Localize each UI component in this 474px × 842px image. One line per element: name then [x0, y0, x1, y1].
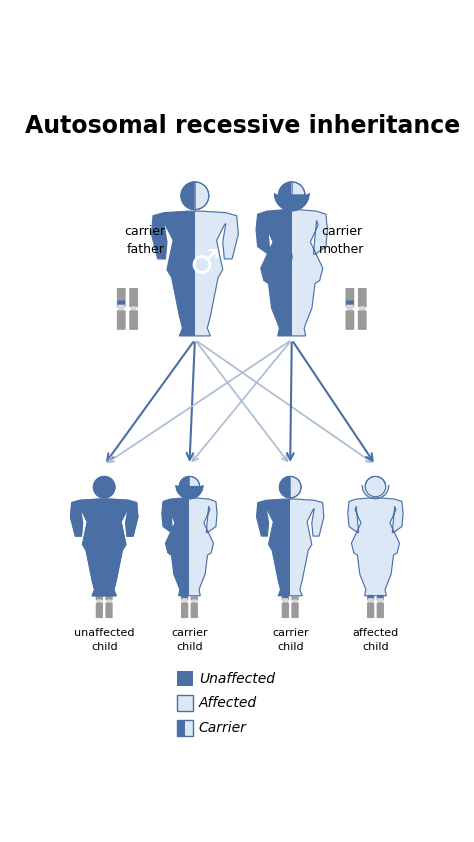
FancyBboxPatch shape: [377, 603, 384, 618]
FancyBboxPatch shape: [346, 305, 354, 307]
Text: carrier
child: carrier child: [171, 628, 208, 653]
Polygon shape: [162, 498, 217, 596]
Polygon shape: [279, 477, 290, 498]
Polygon shape: [256, 499, 324, 596]
FancyBboxPatch shape: [129, 288, 138, 307]
FancyBboxPatch shape: [377, 585, 384, 600]
FancyBboxPatch shape: [283, 600, 288, 604]
FancyBboxPatch shape: [378, 600, 383, 604]
Polygon shape: [290, 477, 301, 498]
Polygon shape: [348, 498, 403, 596]
Text: Carrier: Carrier: [199, 721, 246, 735]
Polygon shape: [279, 182, 292, 208]
FancyBboxPatch shape: [358, 288, 367, 307]
Bar: [177, 720, 185, 736]
FancyBboxPatch shape: [346, 311, 354, 330]
FancyBboxPatch shape: [191, 585, 198, 600]
Polygon shape: [152, 211, 238, 336]
Text: unaffected
child: unaffected child: [74, 628, 135, 653]
FancyBboxPatch shape: [358, 311, 367, 330]
FancyBboxPatch shape: [368, 600, 373, 604]
Text: ♂: ♂: [189, 246, 219, 280]
Polygon shape: [190, 477, 200, 497]
FancyBboxPatch shape: [191, 603, 198, 618]
FancyBboxPatch shape: [118, 301, 125, 306]
FancyBboxPatch shape: [283, 598, 288, 600]
Polygon shape: [71, 499, 138, 596]
Polygon shape: [256, 210, 328, 336]
Polygon shape: [256, 499, 324, 596]
FancyBboxPatch shape: [97, 600, 102, 604]
Text: Autosomal recessive inheritance: Autosomal recessive inheritance: [25, 114, 461, 138]
FancyBboxPatch shape: [292, 600, 298, 604]
FancyBboxPatch shape: [359, 306, 365, 312]
Polygon shape: [162, 498, 217, 596]
FancyBboxPatch shape: [292, 585, 299, 600]
Text: Affected: Affected: [199, 696, 257, 710]
FancyBboxPatch shape: [129, 311, 138, 330]
Polygon shape: [292, 182, 305, 208]
Polygon shape: [181, 182, 195, 210]
Polygon shape: [152, 211, 238, 336]
FancyBboxPatch shape: [96, 603, 103, 618]
Polygon shape: [195, 182, 209, 210]
FancyBboxPatch shape: [282, 585, 289, 600]
FancyBboxPatch shape: [182, 595, 188, 599]
Bar: [177, 695, 192, 711]
FancyBboxPatch shape: [182, 598, 188, 600]
FancyBboxPatch shape: [377, 595, 383, 599]
FancyBboxPatch shape: [282, 595, 289, 599]
Text: Unaffected: Unaffected: [199, 672, 275, 685]
Text: carrier
father: carrier father: [125, 225, 166, 256]
Circle shape: [93, 477, 115, 498]
FancyBboxPatch shape: [118, 305, 125, 307]
Text: carrier
mother: carrier mother: [319, 225, 364, 256]
FancyBboxPatch shape: [181, 603, 188, 618]
Bar: [185, 720, 192, 736]
Polygon shape: [179, 477, 190, 497]
FancyBboxPatch shape: [117, 311, 126, 330]
FancyBboxPatch shape: [181, 585, 188, 600]
FancyBboxPatch shape: [346, 301, 354, 306]
Polygon shape: [362, 486, 389, 498]
FancyBboxPatch shape: [292, 603, 299, 618]
FancyBboxPatch shape: [117, 288, 126, 307]
FancyBboxPatch shape: [107, 600, 111, 604]
FancyBboxPatch shape: [377, 598, 383, 600]
FancyBboxPatch shape: [105, 585, 113, 600]
FancyBboxPatch shape: [105, 603, 113, 618]
FancyBboxPatch shape: [346, 288, 354, 307]
FancyBboxPatch shape: [347, 306, 353, 312]
Bar: [177, 720, 192, 736]
Polygon shape: [176, 486, 203, 498]
Polygon shape: [274, 194, 309, 210]
FancyBboxPatch shape: [192, 600, 197, 604]
FancyBboxPatch shape: [282, 603, 289, 618]
Text: carrier
child: carrier child: [272, 628, 309, 653]
Text: affected
child: affected child: [352, 628, 399, 653]
FancyBboxPatch shape: [367, 603, 374, 618]
FancyBboxPatch shape: [182, 600, 187, 604]
FancyBboxPatch shape: [367, 595, 374, 599]
Polygon shape: [256, 210, 328, 336]
Circle shape: [365, 477, 386, 497]
Bar: [177, 671, 192, 686]
FancyBboxPatch shape: [367, 585, 374, 600]
Text: ♀: ♀: [273, 248, 295, 277]
FancyBboxPatch shape: [118, 306, 124, 312]
FancyBboxPatch shape: [96, 585, 103, 600]
FancyBboxPatch shape: [368, 598, 374, 600]
FancyBboxPatch shape: [131, 306, 137, 312]
